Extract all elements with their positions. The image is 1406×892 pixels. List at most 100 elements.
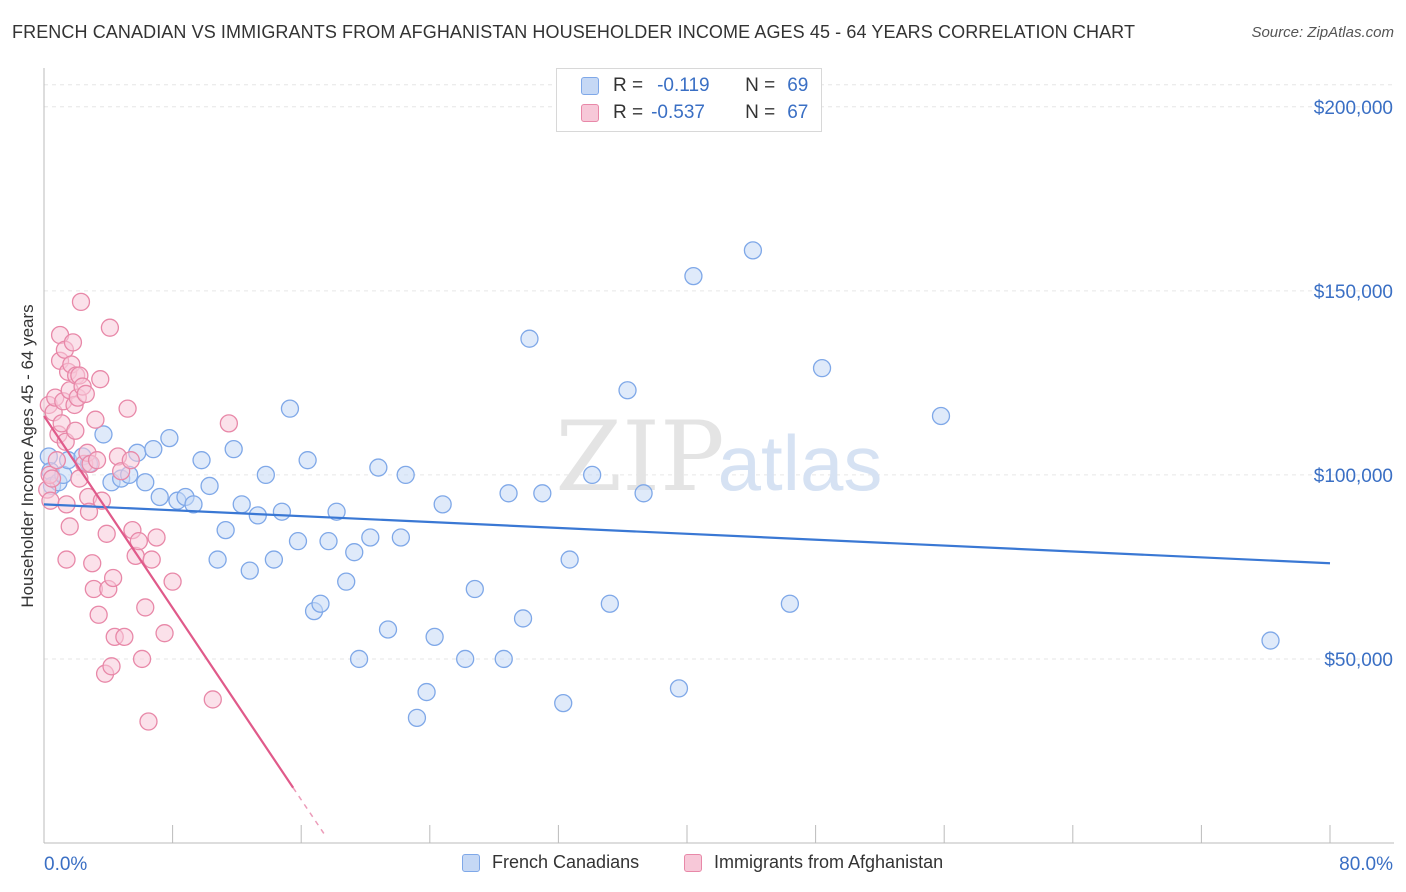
- data-point: [97, 524, 116, 543]
- data-point: [256, 465, 275, 485]
- data-point: [100, 318, 120, 337]
- data-point: [417, 682, 436, 702]
- data-point: [369, 458, 388, 477]
- data-point: [60, 517, 79, 536]
- data-point: [184, 495, 203, 514]
- data-point: [132, 649, 152, 669]
- legend-n-label: N =: [745, 75, 776, 96]
- data-point: [136, 473, 155, 492]
- legend-r-value: -0.119: [657, 75, 710, 96]
- data-point: [150, 487, 169, 507]
- data-point: [144, 439, 163, 459]
- legend-n-value: 69: [787, 75, 809, 96]
- data-point: [129, 532, 148, 551]
- data-point: [280, 399, 300, 418]
- legend-n-value: 67: [787, 102, 809, 123]
- data-point: [337, 572, 356, 591]
- legend-swatch-blue: [581, 77, 599, 95]
- data-point: [66, 421, 85, 440]
- data-point: [465, 579, 484, 599]
- y-tick-label: $150,000: [1314, 282, 1393, 303]
- data-point: [345, 543, 364, 562]
- data-point: [136, 598, 155, 617]
- trend-line: [43, 503, 1331, 565]
- legend-row-french-canadians: R = -0.119 N = 69: [581, 73, 808, 99]
- data-point: [1261, 631, 1280, 650]
- bottom-legend-french-canadians: French Canadians: [462, 852, 639, 873]
- data-point: [57, 550, 76, 569]
- tick-labels: $50,000 $100,000 $150,000 $200,000 0.0% 80.0%: [44, 98, 1393, 875]
- y-tick-label: $50,000: [1324, 650, 1393, 671]
- data-point: [931, 406, 951, 426]
- bottom-legend-swatch-blue: [462, 853, 480, 872]
- y-tick-label: $100,000: [1314, 466, 1393, 487]
- data-point: [115, 627, 134, 647]
- data-point: [583, 465, 602, 485]
- data-point: [513, 609, 533, 628]
- bottom-legend-label: French Canadians: [492, 852, 640, 872]
- data-point: [139, 712, 158, 731]
- data-point: [433, 495, 452, 514]
- data-point: [319, 532, 338, 551]
- data-point: [311, 594, 330, 613]
- data-point: [743, 241, 763, 260]
- data-point: [41, 491, 60, 510]
- data-point: [118, 399, 137, 418]
- legend-r-value: -0.537: [651, 102, 705, 123]
- x-tick-label: 0.0%: [44, 854, 87, 875]
- data-point: [600, 594, 619, 613]
- bottom-legend-immigrants-afghanistan: Immigrants from Afghanistan: [684, 852, 943, 873]
- data-point: [86, 410, 105, 429]
- data-point: [87, 451, 107, 470]
- chart-title: FRENCH CANADIAN VS IMMIGRANTS FROM AFGHA…: [12, 22, 1136, 42]
- data-point: [669, 679, 689, 698]
- data-point: [208, 550, 227, 569]
- legend-swatch-pink: [581, 104, 599, 122]
- data-point: [63, 333, 83, 352]
- data-point: [494, 649, 513, 669]
- data-point: [42, 469, 62, 488]
- trend-lines: [43, 415, 1331, 837]
- trend-line-extension: [292, 787, 326, 837]
- data-point: [361, 528, 380, 547]
- data-point: [533, 484, 552, 503]
- data-point: [396, 465, 415, 485]
- data-point: [391, 528, 411, 547]
- data-point: [71, 292, 91, 312]
- correlation-legend: R = -0.119 N = 69 R = -0.537 N = 67: [556, 68, 822, 132]
- data-point: [219, 414, 239, 433]
- watermark-atlas: atlas: [718, 419, 883, 507]
- data-point: [618, 381, 637, 400]
- data-point: [520, 329, 539, 348]
- data-point: [378, 620, 398, 639]
- data-point: [121, 451, 140, 470]
- y-tick-label: $200,000: [1314, 98, 1393, 119]
- source-label: Source: ZipAtlas.com: [1251, 24, 1394, 41]
- data-point: [298, 451, 317, 470]
- data-point: [216, 520, 235, 540]
- data-point: [47, 451, 67, 470]
- data-point: [142, 550, 161, 569]
- data-point: [264, 550, 284, 569]
- data-point: [425, 627, 444, 647]
- data-point: [83, 554, 102, 573]
- data-point: [684, 266, 703, 286]
- data-point: [288, 532, 308, 551]
- data-point: [76, 384, 95, 404]
- data-point: [94, 425, 113, 444]
- data-point: [349, 649, 369, 669]
- data-point: [407, 708, 427, 727]
- bottom-legend-label: Immigrants from Afghanistan: [714, 852, 944, 872]
- trend-line: [43, 415, 295, 789]
- data-point: [554, 693, 573, 713]
- data-point: [272, 502, 292, 521]
- legend-r-label: R =: [613, 75, 644, 96]
- bottom-legend-swatch-pink: [684, 853, 702, 872]
- watermark: ZIP atlas: [555, 401, 882, 513]
- legend-n-label: N =: [745, 102, 776, 123]
- x-tick-label: 80.0%: [1339, 854, 1393, 875]
- legend-row-immigrants-afghanistan: R = -0.537 N = 67: [581, 100, 808, 126]
- y-axis-label: Householder Income Ages 45 - 64 years: [18, 304, 37, 608]
- data-point: [232, 495, 251, 514]
